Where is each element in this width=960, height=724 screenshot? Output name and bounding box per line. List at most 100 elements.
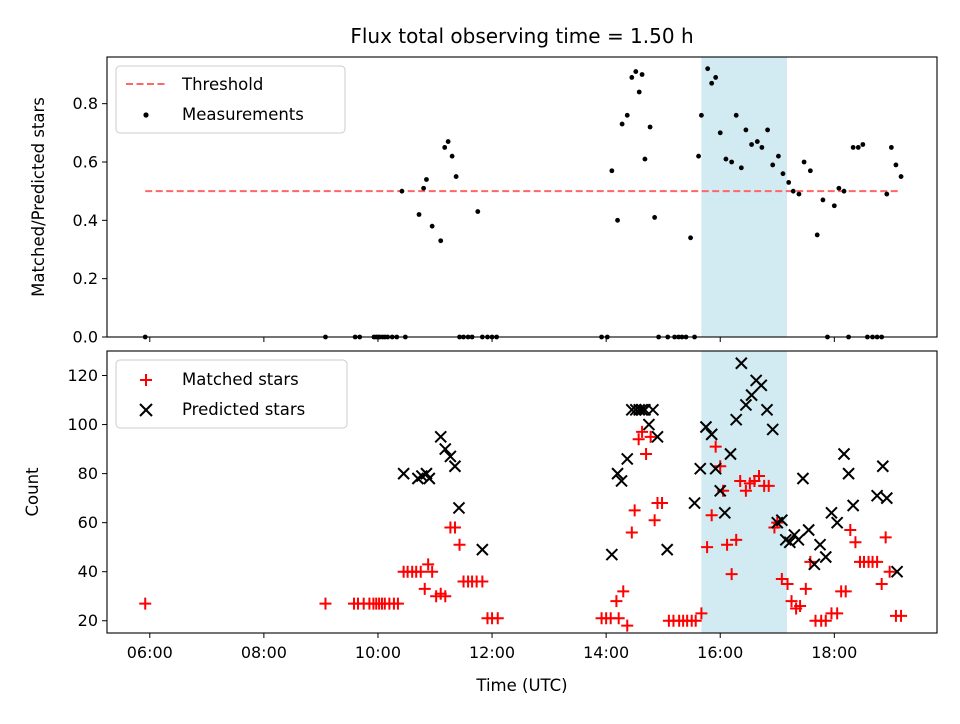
observing-window-span-bottom [701, 351, 787, 633]
predicted-stars-marker [846, 499, 860, 512]
matched-stars-marker [781, 577, 794, 590]
matched-stars-marker [705, 509, 718, 522]
measurement-point [442, 145, 448, 150]
chart-title: Flux total observing time = 1.50 h [350, 24, 693, 48]
x-tick-label: 16:00 [697, 643, 743, 662]
threshold-legend-label: Threshold [181, 75, 263, 94]
predicted-stars-marker [876, 460, 890, 473]
predicted-stars-marker [718, 506, 732, 520]
y-tick-label: 100 [67, 415, 98, 434]
measurement-point [841, 188, 847, 194]
measurement-point [765, 127, 770, 133]
ratio-panel: 0.00.20.40.60.8 Matched/Predicted stars … [29, 56, 938, 347]
measurements-legend-label: Measurements [182, 105, 304, 124]
predicted-stars-marker [739, 398, 753, 412]
counts-legend-box [115, 359, 348, 429]
predicted-stars-marker [448, 460, 462, 473]
measurement-point [860, 142, 866, 147]
predicted-stars-marker [651, 430, 664, 444]
predicted-stars-marker [880, 491, 894, 505]
predicted-stars-marker [635, 403, 649, 417]
matched-stars-marker [648, 514, 661, 527]
matched-stars-marker [139, 597, 152, 610]
predicted-stars-marker [688, 496, 701, 510]
matched-stars-marker [739, 484, 752, 497]
measurement-point [814, 232, 820, 238]
measurement-point [424, 177, 429, 182]
measurement-point [624, 112, 630, 118]
matched-stars-marker [875, 577, 888, 590]
predicted-stars-marker [792, 533, 805, 547]
predicted-stars-marker [813, 538, 827, 551]
y-tick-label: 60 [78, 513, 98, 532]
measurement-point [705, 66, 711, 72]
predicted-stars-marker [642, 418, 656, 431]
predicted-stars-marker [819, 550, 832, 564]
counts-y-ticks: 20 40 60 80 100 120 [67, 366, 107, 630]
measurement-point [776, 153, 781, 159]
measurement-point [796, 191, 802, 197]
matched-stars-marker [644, 430, 657, 443]
measurement-point [438, 238, 444, 244]
measurement-point [421, 185, 426, 191]
counts-x-ticks: 06:00 08:00 10:00 12:00 14:00 16:00 18:00 [127, 633, 857, 662]
measurement-point [609, 168, 615, 174]
predicted-stars-marker [694, 462, 707, 475]
measurement-point [836, 185, 842, 191]
predicted-legend-label: Predicted stars [182, 400, 305, 419]
measurement-point [723, 156, 729, 162]
matched-stars-marker [709, 440, 722, 453]
matched-stars-marker [849, 536, 862, 549]
y-tick-label: 0.0 [73, 328, 98, 347]
measurement-point [754, 139, 760, 144]
counts-legend: Matched stars Predicted stars [115, 359, 348, 429]
predicted-stars-marker [476, 543, 489, 556]
matched-stars-marker [448, 521, 461, 534]
y-tick-label: 120 [67, 366, 98, 385]
measurement-point [619, 121, 625, 127]
predicted-stars-marker [783, 536, 797, 549]
ratio-axes-frame [106, 56, 938, 338]
ratio-legend-box [115, 65, 346, 134]
counts-axes-frame [106, 350, 938, 634]
y-tick-label: 0.8 [73, 94, 98, 113]
matched-stars-marker [319, 597, 332, 610]
ratio-legend: Threshold Measurements [115, 65, 346, 134]
predicted-stars-marker [605, 548, 619, 561]
matched-stars-marker [762, 479, 775, 492]
predicted-stars-marker [735, 357, 748, 370]
matched-stars-marker [839, 585, 852, 598]
measurement-point [770, 162, 776, 168]
matched-stars-marker [476, 575, 489, 588]
predicted-stars-marker [709, 462, 722, 475]
matched-stars-marker [879, 531, 892, 544]
x-tick-label: 06:00 [127, 643, 173, 662]
measurement-point [639, 72, 645, 77]
predicted-stars-marker [615, 474, 628, 488]
predicted-stars-marker [646, 403, 660, 417]
matched-stars-marker [656, 497, 669, 510]
matched-stars-marker [799, 582, 812, 595]
ratio-y-ticks: 0.0 0.2 0.4 0.6 0.8 [73, 94, 107, 347]
measurement-point [475, 209, 481, 214]
predicted-stars-marker [825, 506, 838, 520]
matched-stars-marker [422, 558, 435, 571]
matched-stars-marker [714, 460, 727, 473]
measurement-point [713, 75, 719, 80]
measurement-point [633, 69, 639, 74]
matched-stars-marker [628, 504, 641, 517]
matched-stars-marker [871, 555, 884, 568]
matched-stars-marker [844, 524, 857, 537]
predicted-stars-marker [434, 430, 447, 444]
matched-stars-marker [426, 565, 439, 578]
x-tick-label: 14:00 [583, 643, 629, 662]
predicted-stars-marker [890, 565, 904, 578]
predicted-stars-marker [830, 516, 844, 529]
measurement-point [733, 112, 739, 118]
predicted-stars-marker [837, 447, 851, 461]
measurement-point [831, 203, 837, 209]
measurement-point [801, 159, 807, 165]
matched-stars-marker [804, 555, 817, 568]
matched-legend-label: Matched stars [182, 370, 299, 389]
